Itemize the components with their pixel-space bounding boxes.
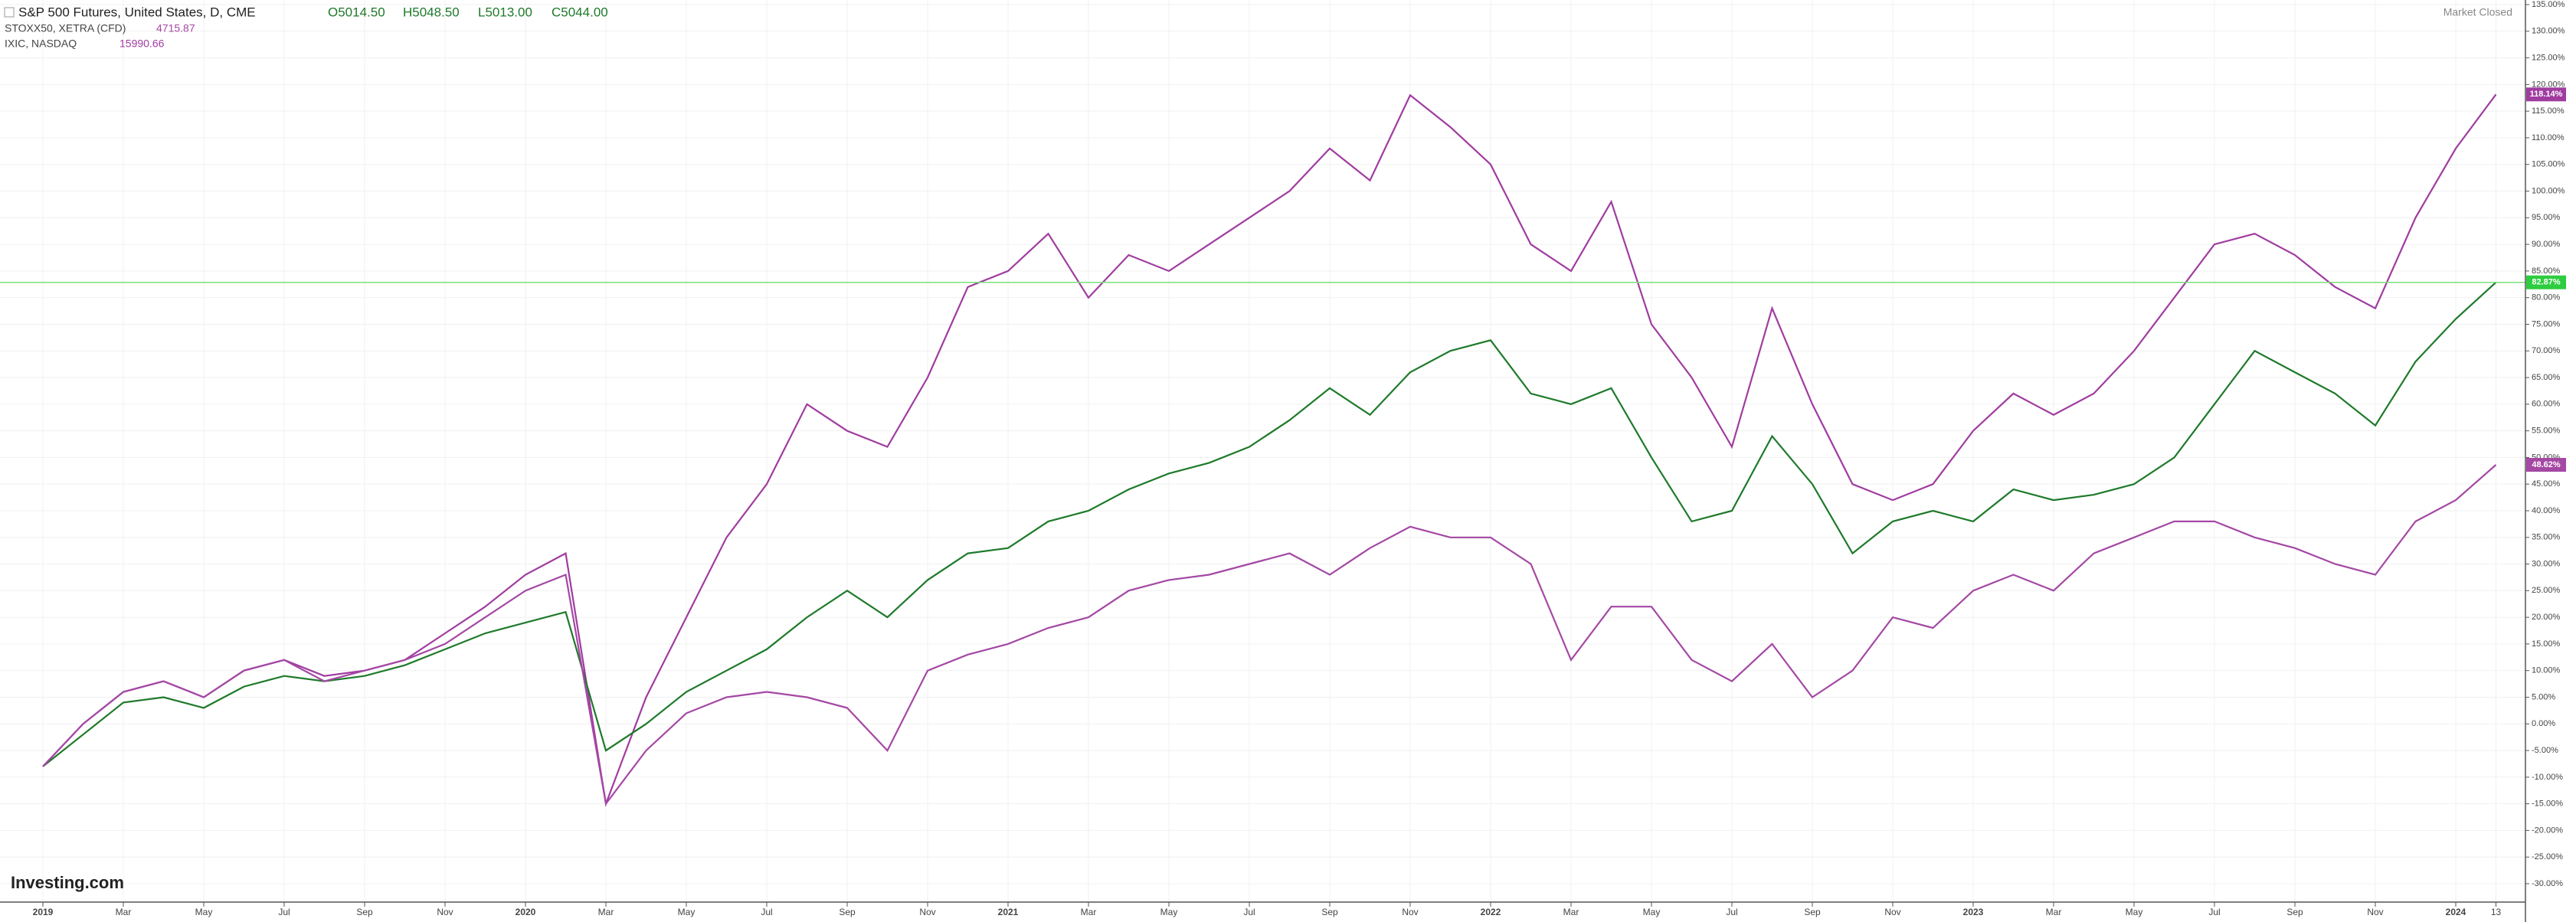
high: H5048.50 — [403, 5, 460, 19]
y-tick-label: 130.00% — [2532, 27, 2565, 36]
y-tick-label: 75.00% — [2532, 319, 2561, 329]
x-tick-label: Jul — [278, 907, 290, 917]
x-tick-label: Mar — [1081, 907, 1097, 917]
x-tick-label: Nov — [919, 907, 935, 917]
y-tick-label: -10.00% — [2532, 773, 2563, 782]
legend-price: 4715.87 — [156, 22, 195, 34]
legend-icon[interactable] — [4, 7, 15, 18]
y-tick-label: 125.00% — [2532, 53, 2565, 62]
y-tick-label: 95.00% — [2532, 213, 2561, 222]
y-tick-label: 115.00% — [2532, 106, 2565, 116]
x-tick-label: 2019 — [33, 907, 54, 917]
logo: Investing.com — [11, 873, 124, 892]
y-tick-label: 90.00% — [2532, 240, 2561, 249]
x-tick-label: Sep — [1321, 907, 1338, 917]
x-tick-label: Jul — [1726, 907, 1737, 917]
grid — [0, 0, 2525, 902]
y-tick-label: 60.00% — [2532, 400, 2561, 409]
x-tick-label: 2021 — [998, 907, 1019, 917]
last-value-label: 118.14% — [2530, 90, 2563, 99]
y-tick-label: 0.00% — [2532, 719, 2555, 728]
market-status: Market Closed — [2443, 6, 2512, 18]
x-tick-label: Sep — [1804, 907, 1821, 917]
y-tick-label: 55.00% — [2532, 427, 2561, 436]
legend: S&P 500 Futures, United States, D, CME O… — [4, 5, 608, 50]
last-value-tag — [2526, 457, 2566, 472]
y-tick-label: -25.00% — [2532, 852, 2563, 862]
x-tick-label: Mar — [116, 907, 132, 917]
x-tick-label: 2024 — [2446, 907, 2466, 917]
series-line — [42, 464, 2497, 806]
last-value-tag — [2526, 87, 2566, 102]
x-tick-label: 2020 — [516, 907, 536, 917]
x-tick-label: Sep — [839, 907, 856, 917]
legend-price: 15990.66 — [119, 38, 165, 50]
y-tick-label: 25.00% — [2532, 586, 2561, 595]
x-tick-label: Nov — [437, 907, 453, 917]
y-tick-label: 105.00% — [2532, 160, 2565, 169]
x-tick-label: May — [678, 907, 696, 917]
last-value-label: 82.87% — [2532, 278, 2561, 287]
x-tick-label: Sep — [356, 907, 373, 917]
x-tick-label: May — [1643, 907, 1661, 917]
x-tick-label: May — [195, 907, 213, 917]
x-tick-label: May — [2126, 907, 2143, 917]
x-tick-label: Jul — [1243, 907, 1255, 917]
legend-row: STOXX50, XETRA (CFD) — [5, 22, 126, 34]
y-tick-label: 20.00% — [2532, 613, 2561, 622]
x-tick-label: Nov — [2367, 907, 2383, 917]
y-tick-label: 80.00% — [2532, 293, 2561, 302]
y-tick-label: -5.00% — [2532, 746, 2558, 755]
y-tick-label: 10.00% — [2532, 666, 2561, 675]
x-tick-label: Nov — [1884, 907, 1900, 917]
y-tick-label: 110.00% — [2532, 133, 2565, 142]
low: L5013.00 — [478, 5, 532, 19]
y-tick-label: 15.00% — [2532, 639, 2561, 649]
x-tick-label: Nov — [1402, 907, 1418, 917]
x-tick-label: Jul — [2208, 907, 2220, 917]
legend-row: IXIC, NASDAQ — [5, 38, 77, 50]
y-tick-label: 135.00% — [2532, 0, 2565, 9]
y-tick-label: 35.00% — [2532, 533, 2561, 542]
y-tick-label: 65.00% — [2532, 373, 2561, 382]
y-tick-label: 100.00% — [2532, 186, 2565, 195]
series-line — [42, 93, 2497, 807]
plot — [0, 93, 2525, 807]
y-tick-label: 5.00% — [2532, 692, 2555, 701]
x-tick-label: 2022 — [1481, 907, 1501, 917]
x-tick-label: Mar — [1563, 907, 1579, 917]
y-tick-label: 30.00% — [2532, 559, 2561, 568]
last-value-tag — [2526, 275, 2566, 289]
y-tick-label: 120.00% — [2532, 80, 2565, 89]
x-tick-label: Sep — [2286, 907, 2303, 917]
x-tick-label: May — [1160, 907, 1178, 917]
last-value-label: 48.62% — [2532, 460, 2561, 469]
open: O5014.50 — [328, 5, 385, 19]
y-tick-label: -15.00% — [2532, 799, 2563, 809]
y-tick-label: -30.00% — [2532, 879, 2563, 888]
y-tick-label: 85.00% — [2532, 266, 2561, 276]
x-tick-label: Mar — [598, 907, 614, 917]
legend-main: S&P 500 Futures, United States, D, CME — [18, 5, 256, 19]
x-tick-label: 13 — [2491, 907, 2502, 917]
series-line — [42, 281, 2497, 767]
y-tick-label: 70.00% — [2532, 346, 2561, 355]
y-tick-label: 40.00% — [2532, 506, 2561, 515]
x-tick-label: Mar — [2046, 907, 2062, 917]
x-tick-label: 2023 — [1963, 907, 1984, 917]
y-tick-label: -20.00% — [2532, 826, 2563, 835]
close: C5044.00 — [552, 5, 608, 19]
y-tick-label: 45.00% — [2532, 479, 2561, 489]
x-tick-label: Jul — [761, 907, 772, 917]
